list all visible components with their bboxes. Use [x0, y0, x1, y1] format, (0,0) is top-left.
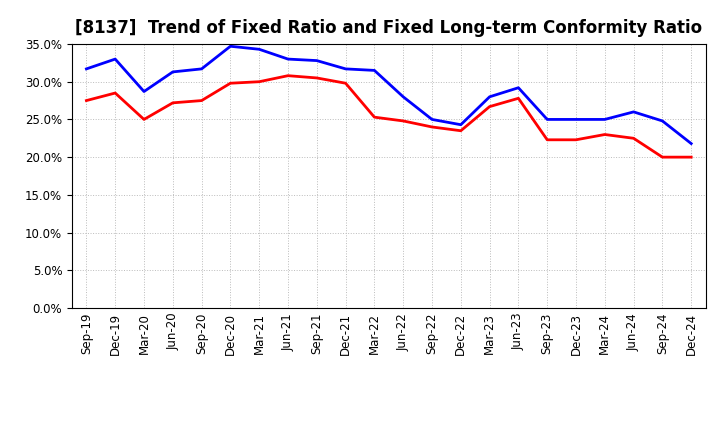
Fixed Long-term Conformity Ratio: [197, 98, 206, 103]
Fixed Ratio: [82, 66, 91, 72]
Fixed Long-term Conformity Ratio: [600, 132, 609, 137]
Fixed Ratio: [255, 47, 264, 52]
Fixed Long-term Conformity Ratio: [82, 98, 91, 103]
Title: [8137]  Trend of Fixed Ratio and Fixed Long-term Conformity Ratio: [8137] Trend of Fixed Ratio and Fixed Lo…: [75, 19, 703, 37]
Fixed Long-term Conformity Ratio: [255, 79, 264, 84]
Fixed Long-term Conformity Ratio: [312, 75, 321, 81]
Fixed Long-term Conformity Ratio: [140, 117, 148, 122]
Fixed Ratio: [226, 44, 235, 49]
Fixed Long-term Conformity Ratio: [456, 128, 465, 133]
Fixed Long-term Conformity Ratio: [168, 100, 177, 106]
Fixed Ratio: [111, 56, 120, 62]
Fixed Ratio: [687, 141, 696, 146]
Fixed Long-term Conformity Ratio: [284, 73, 292, 78]
Fixed Long-term Conformity Ratio: [629, 136, 638, 141]
Fixed Ratio: [284, 56, 292, 62]
Fixed Ratio: [168, 69, 177, 74]
Fixed Ratio: [399, 94, 408, 99]
Fixed Ratio: [341, 66, 350, 72]
Fixed Long-term Conformity Ratio: [543, 137, 552, 143]
Fixed Ratio: [485, 94, 494, 99]
Line: Fixed Long-term Conformity Ratio: Fixed Long-term Conformity Ratio: [86, 76, 691, 157]
Fixed Ratio: [600, 117, 609, 122]
Line: Fixed Ratio: Fixed Ratio: [86, 46, 691, 143]
Fixed Long-term Conformity Ratio: [428, 125, 436, 130]
Fixed Ratio: [197, 66, 206, 72]
Fixed Ratio: [658, 118, 667, 124]
Fixed Long-term Conformity Ratio: [226, 81, 235, 86]
Fixed Ratio: [572, 117, 580, 122]
Fixed Long-term Conformity Ratio: [341, 81, 350, 86]
Fixed Long-term Conformity Ratio: [514, 95, 523, 101]
Fixed Ratio: [629, 109, 638, 114]
Fixed Ratio: [514, 85, 523, 90]
Fixed Long-term Conformity Ratio: [658, 154, 667, 160]
Fixed Long-term Conformity Ratio: [572, 137, 580, 143]
Fixed Long-term Conformity Ratio: [399, 118, 408, 124]
Fixed Ratio: [543, 117, 552, 122]
Fixed Ratio: [428, 117, 436, 122]
Fixed Ratio: [370, 68, 379, 73]
Fixed Long-term Conformity Ratio: [687, 154, 696, 160]
Fixed Long-term Conformity Ratio: [370, 114, 379, 120]
Fixed Ratio: [312, 58, 321, 63]
Fixed Ratio: [140, 89, 148, 94]
Fixed Long-term Conformity Ratio: [485, 104, 494, 109]
Fixed Ratio: [456, 122, 465, 127]
Fixed Long-term Conformity Ratio: [111, 90, 120, 95]
